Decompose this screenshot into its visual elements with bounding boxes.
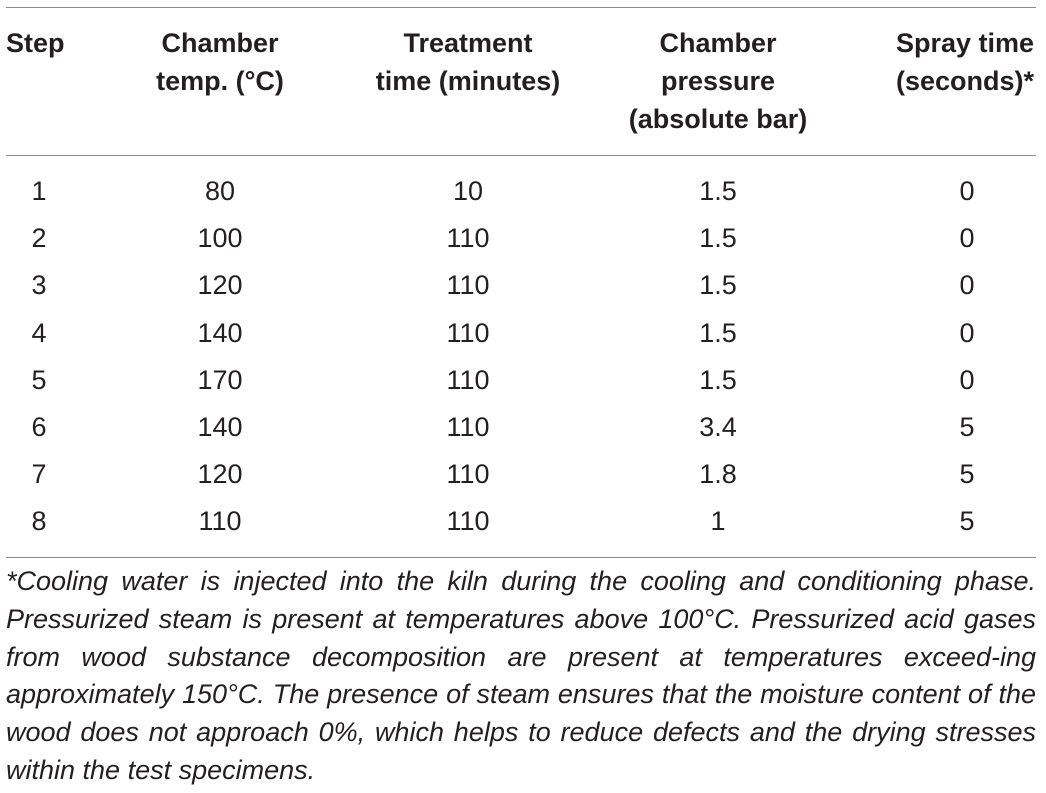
table-body: 1 80 10 1.5 0 2 100 110 1.5 0 3 120 110 1.5 0 4 140 110 1.… [0, 168, 1046, 546]
cell-spray-time: 5 [959, 411, 975, 442]
table-row: 8 110 110 1 5 [0, 498, 1046, 545]
cell-step: 4 [31, 317, 47, 348]
cell-chamber-temp: 80 [204, 176, 236, 206]
cell-chamber-pressure: 1.5 [699, 176, 737, 206]
table-header-rule [6, 155, 1036, 156]
table-row: 3 120 110 1.5 0 [0, 262, 1046, 309]
cell-treatment-time: 110 [446, 364, 490, 395]
cell-spray-time: 5 [959, 459, 975, 490]
cell-chamber-pressure: 1 [710, 506, 726, 537]
cell-chamber-temp: 140 [197, 317, 243, 348]
cell-treatment-time: 10 [452, 176, 484, 206]
cell-chamber-temp: 140 [197, 411, 243, 442]
cell-treatment-time: 110 [446, 459, 490, 490]
header-chamber-temp: Chamber temp. (°C) [156, 28, 284, 96]
cell-chamber-pressure: 3.4 [699, 411, 737, 442]
table-row: 2 100 110 1.5 0 [0, 215, 1046, 262]
table-footnote: *Cooling water is injected into the kiln… [6, 566, 1036, 785]
cell-step: 5 [31, 364, 47, 395]
cell-step: 1 [31, 176, 47, 206]
cell-step: 3 [31, 270, 47, 301]
header-step: Step [6, 28, 65, 58]
table-bottom-rule [6, 557, 1036, 558]
cell-chamber-pressure: 1.5 [699, 364, 737, 395]
cell-treatment-time: 110 [446, 270, 490, 301]
cell-spray-time: 0 [959, 364, 975, 395]
cell-chamber-temp: 120 [197, 270, 243, 301]
header-treatment-time: Treatment time (minutes) [375, 28, 561, 96]
cell-treatment-time: 110 [446, 411, 490, 442]
cell-chamber-pressure: 1.8 [699, 459, 737, 490]
table-row: 5 170 110 1.5 0 [0, 357, 1046, 404]
cell-chamber-pressure: 1.5 [699, 317, 737, 348]
cell-step: 6 [31, 411, 47, 442]
cell-spray-time: 0 [959, 223, 975, 254]
cell-step: 2 [31, 223, 47, 254]
cell-chamber-temp: 170 [197, 364, 243, 395]
header-spray-time: Spray time (seconds)* [895, 28, 1035, 96]
cell-spray-time: 0 [959, 317, 975, 348]
cell-chamber-temp: 120 [197, 459, 243, 490]
table-row: 7 120 110 1.8 5 [0, 451, 1046, 498]
cell-spray-time: 5 [959, 506, 975, 537]
cell-chamber-temp: 100 [197, 223, 243, 254]
cell-chamber-temp: 110 [198, 506, 242, 537]
cell-spray-time: 0 [959, 270, 975, 301]
cell-chamber-pressure: 1.5 [699, 270, 737, 301]
cell-treatment-time: 110 [446, 506, 490, 537]
table-row: 4 140 110 1.5 0 [0, 310, 1046, 357]
cell-chamber-pressure: 1.5 [699, 223, 737, 254]
table-row: 1 80 10 1.5 0 [0, 168, 1046, 215]
cell-spray-time: 0 [959, 176, 975, 206]
table-row: 6 140 110 3.4 5 [0, 404, 1046, 451]
table-top-rule [6, 7, 1036, 8]
header-chamber-pressure: Chamber pressure (absolute bar) [628, 28, 808, 134]
cell-treatment-time: 110 [446, 317, 490, 348]
cell-step: 7 [31, 459, 47, 490]
cell-step: 8 [31, 506, 47, 537]
cell-treatment-time: 110 [446, 223, 490, 254]
